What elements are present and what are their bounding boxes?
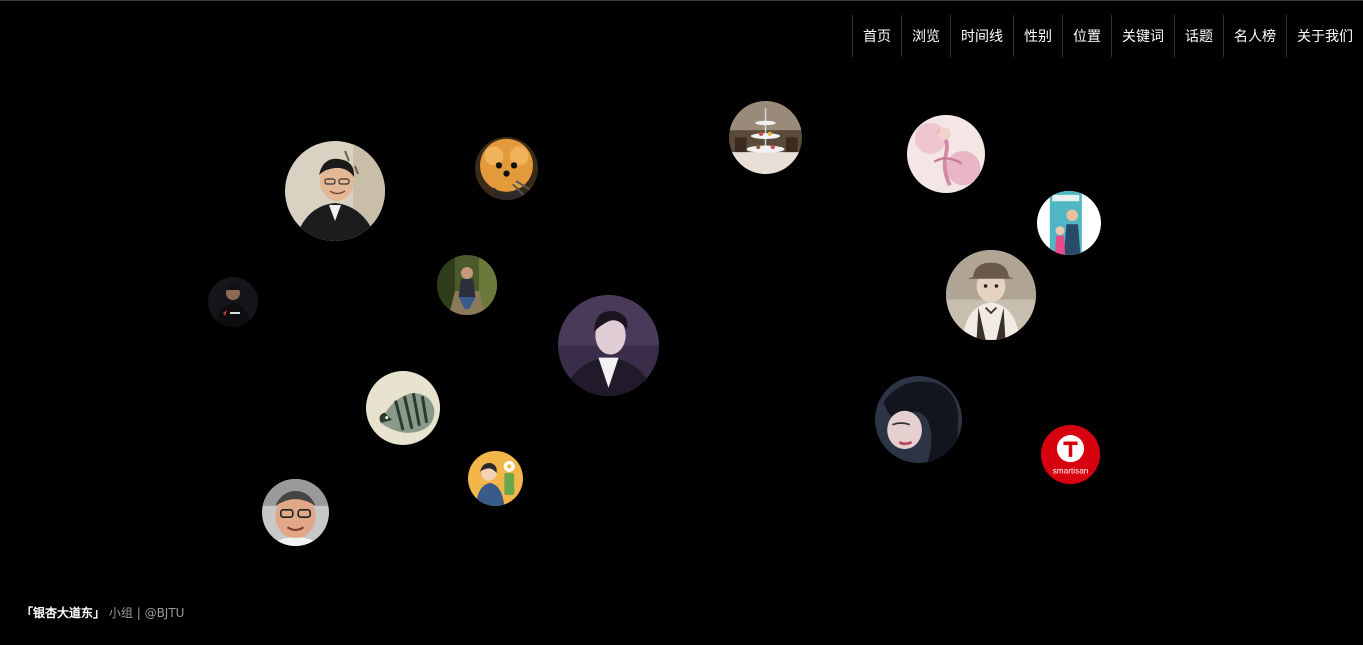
- avatar-cartoon-image: [468, 451, 523, 506]
- nav-item-about-us[interactable]: 关于我们: [1286, 15, 1363, 57]
- smartisan-logo-text: smartisan: [1053, 466, 1089, 475]
- user-avatar-bubble[interactable]: [437, 255, 497, 315]
- nav-item-timeline[interactable]: 时间线: [950, 15, 1013, 57]
- nav-item-gender[interactable]: 性别: [1013, 15, 1062, 57]
- user-avatar-bubble[interactable]: [366, 371, 440, 445]
- footer-group-label: 小组: [108, 606, 133, 620]
- footer-separator: |: [136, 606, 141, 620]
- avatar-man-glasses-image: [262, 479, 329, 546]
- avatar-pink-illustration-image: [907, 115, 985, 193]
- user-avatar-bubble[interactable]: [875, 376, 962, 463]
- smartisan-logo-icon: smartisan: [1041, 425, 1100, 484]
- user-avatar-bubble[interactable]: [558, 295, 659, 396]
- user-avatar-bubble[interactable]: [946, 250, 1036, 340]
- footer: 「银杏大道东」 小组 | @BJTU: [21, 604, 184, 621]
- avatar-man-portrait-image: [558, 295, 659, 396]
- nav-item-topics[interactable]: 话题: [1174, 15, 1223, 57]
- avatar-man-outdoors-image: [437, 255, 497, 315]
- nav-item-keywords[interactable]: 关键词: [1111, 15, 1174, 57]
- user-avatar-bubble[interactable]: [468, 451, 523, 506]
- footer-handle[interactable]: @BJTU: [144, 606, 185, 620]
- avatar-man-in-suit-image: [285, 141, 385, 241]
- user-avatar-bubble[interactable]: smartisan: [1041, 425, 1100, 484]
- avatar-couple-cover-image: [1037, 191, 1101, 255]
- user-avatar-bubble[interactable]: [729, 101, 802, 174]
- user-avatar-bubble[interactable]: [1037, 191, 1101, 255]
- user-avatar-bubble[interactable]: [475, 137, 538, 200]
- nav-item-celebrities[interactable]: 名人榜: [1223, 15, 1286, 57]
- avatar-afternoon-tea-image: [729, 101, 802, 174]
- user-avatar-bubble[interactable]: [907, 115, 985, 193]
- top-nav: 首页 浏览 时间线 性别 位置 关键词 话题 名人榜 关于我们: [852, 15, 1363, 57]
- user-avatar-bubble[interactable]: [262, 479, 329, 546]
- nav-item-home[interactable]: 首页: [852, 15, 901, 57]
- avatar-zebra-illustration-image: [366, 371, 440, 445]
- avatar-woman-dark-hair-image: [875, 376, 962, 463]
- nav-item-location[interactable]: 位置: [1062, 15, 1111, 57]
- avatar-dog-image: [475, 137, 538, 200]
- nav-item-browse[interactable]: 浏览: [901, 15, 950, 57]
- user-avatar-bubble[interactable]: [208, 277, 258, 327]
- footer-team-name: 「银杏大道东」: [21, 606, 106, 620]
- user-avatar-bubble[interactable]: [285, 141, 385, 241]
- avatar-man-black-shirt-image: [208, 277, 258, 327]
- avatar-child-cap-image: [946, 250, 1036, 340]
